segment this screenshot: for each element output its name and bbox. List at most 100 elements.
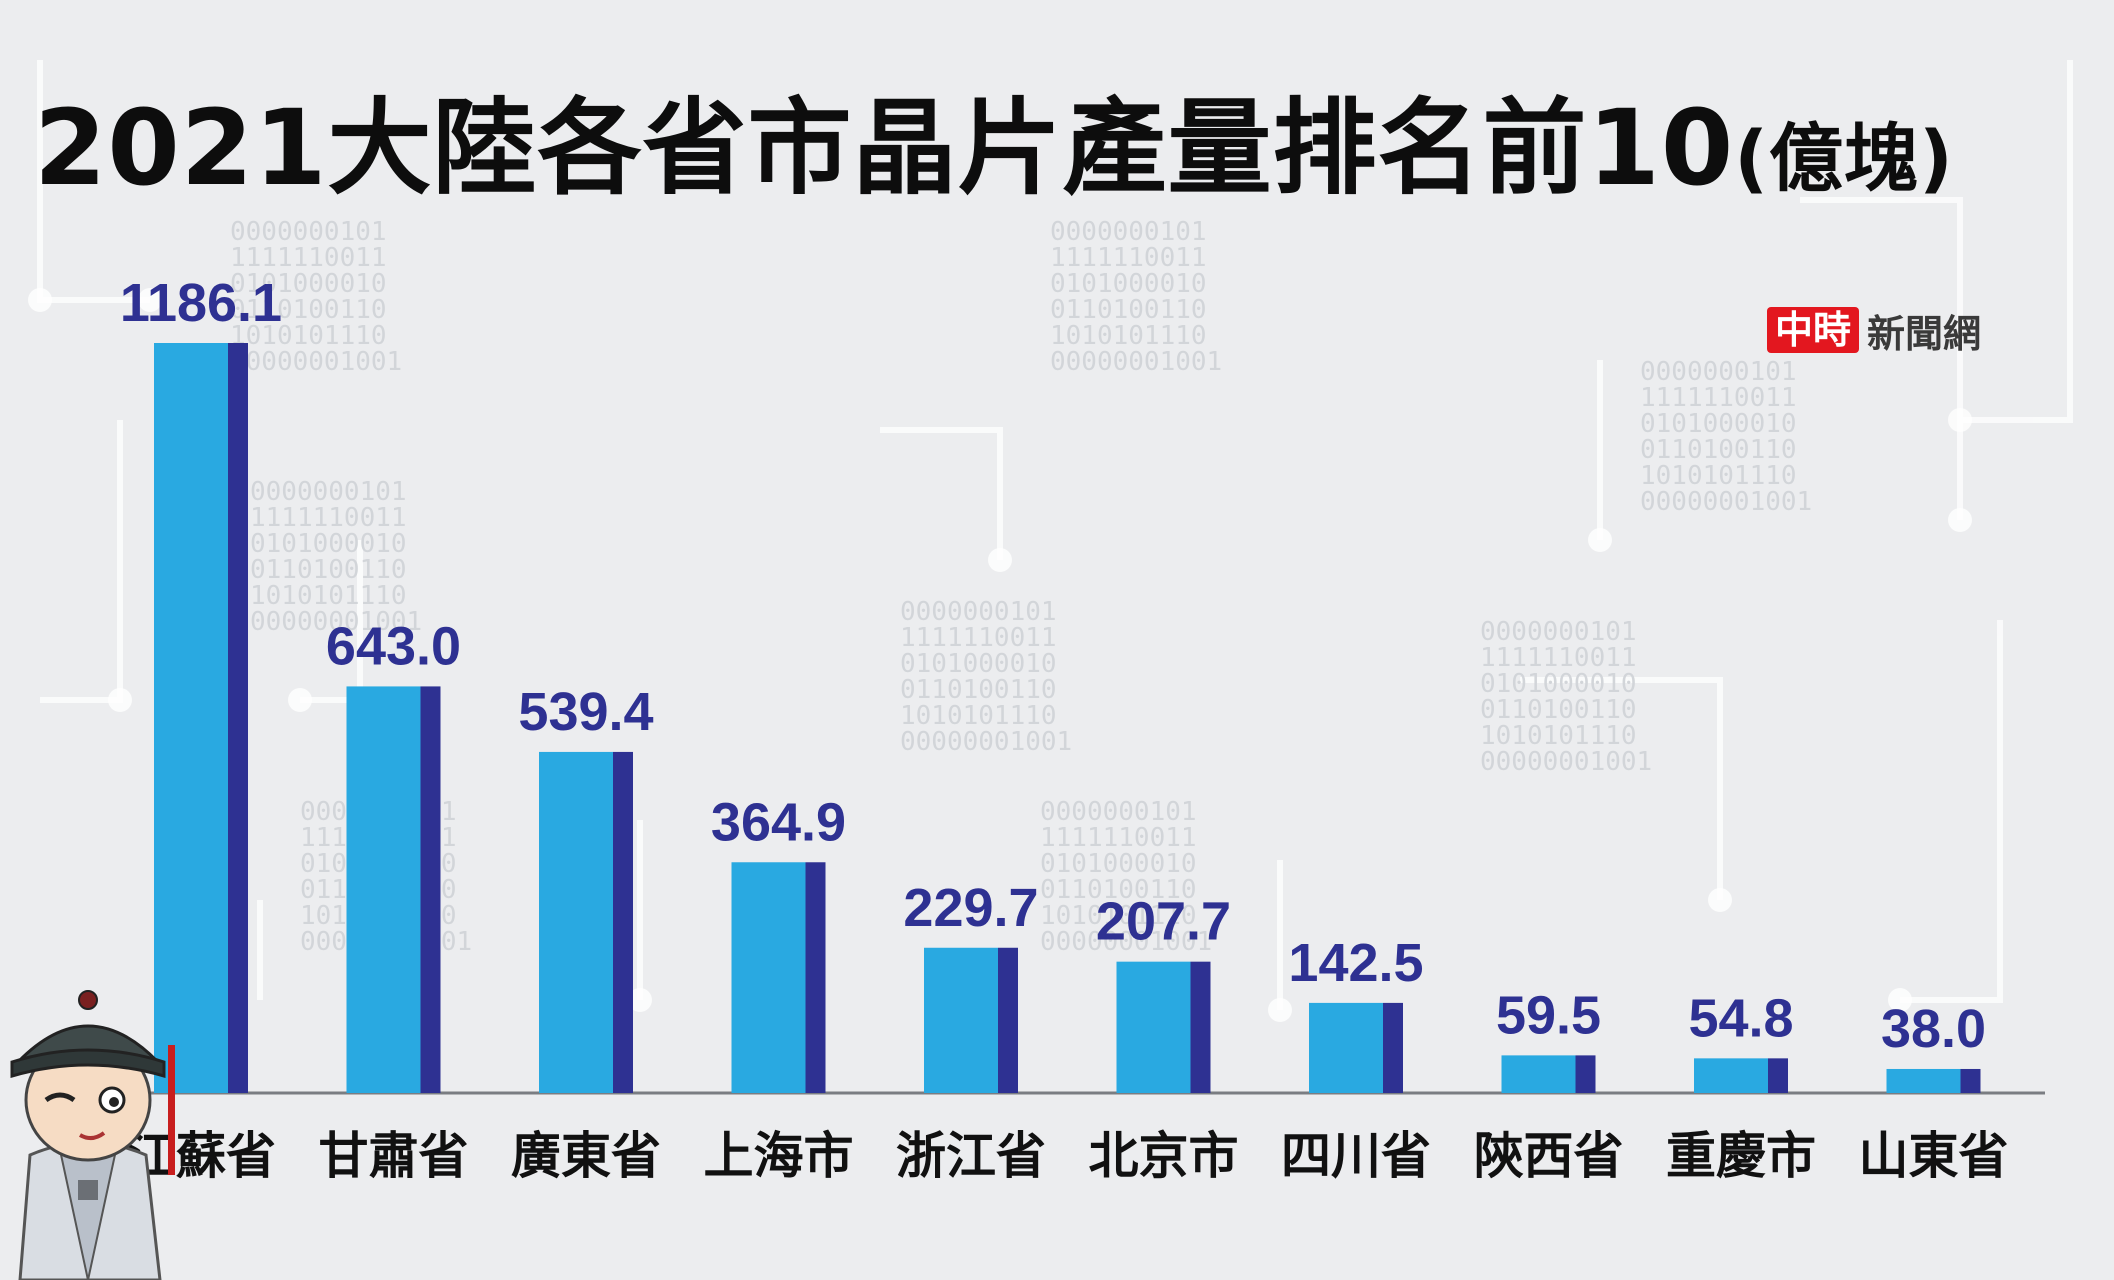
bar-side <box>1575 1055 1596 1093</box>
bar-side <box>1190 961 1211 1093</box>
binary-digits: 0110100110 <box>1640 435 1797 465</box>
value-label: 364.9 <box>711 792 846 852</box>
category-label: 重慶市 <box>1666 1127 1816 1185</box>
circuit-trace <box>880 427 1003 560</box>
value-label: 38.0 <box>1881 999 1986 1059</box>
binary-digits: 0110100110 <box>1480 695 1637 725</box>
circuit-node <box>1888 988 1912 1012</box>
category-label: 山東省 <box>1859 1127 2009 1185</box>
binary-digits: 00000001001 <box>1050 347 1222 377</box>
circuit-node <box>1588 528 1612 552</box>
category-label: 甘肅省 <box>319 1127 469 1185</box>
title-text: 2021大陸各省市晶片產量排名前10 <box>34 87 1735 209</box>
category-label: 廣東省 <box>511 1127 661 1185</box>
circuit-node <box>28 288 52 312</box>
value-label: 539.4 <box>518 682 653 742</box>
circuit-trace <box>1960 60 2073 423</box>
binary-digits: 0000000101 <box>250 477 407 507</box>
bar <box>1116 961 1191 1093</box>
bar <box>154 343 228 1093</box>
cartoon-official-mascot-icon <box>10 990 175 1280</box>
binary-digits: 1111110011 <box>250 503 407 533</box>
bar-side <box>613 751 633 1093</box>
bar-side <box>1383 1002 1403 1093</box>
bar-side <box>1960 1068 1981 1093</box>
value-label: 142.5 <box>1288 933 1423 993</box>
binary-digits: 00000001001 <box>1640 487 1812 517</box>
binary-digits: 1010101110 <box>900 701 1057 731</box>
binary-digits: 0101000010 <box>1640 409 1797 439</box>
value-label: 59.5 <box>1496 985 1601 1045</box>
value-label: 207.7 <box>1096 892 1231 952</box>
logo-text: 新聞網 <box>1867 310 1982 356</box>
binary-digits: 0000000101 <box>1050 217 1207 247</box>
circuit-trace <box>1520 677 1723 900</box>
binary-digits: 1111110011 <box>1040 823 1197 853</box>
logo-badge: 中時 <box>1767 307 1860 353</box>
category-label: 四川省 <box>1281 1127 1431 1185</box>
category-label: 上海市 <box>704 1127 854 1185</box>
binary-digits: 0000000101 <box>900 597 1057 627</box>
circuit-node <box>1268 998 1292 1022</box>
binary-digits: 0110100110 <box>250 555 407 585</box>
bar <box>1886 1068 1961 1093</box>
binary-digits: 0101000010 <box>900 649 1057 679</box>
binary-digits: 1111110011 <box>230 243 387 273</box>
value-label: 54.8 <box>1688 988 1793 1048</box>
binary-digits: 1111110011 <box>1050 243 1207 273</box>
title-unit: (億塊) <box>1734 116 1954 202</box>
binary-digits: 00000001001 <box>900 727 1072 757</box>
bar <box>1501 1055 1576 1093</box>
circuit-node <box>988 548 1012 572</box>
binary-digits: 1010101110 <box>1480 721 1637 751</box>
category-label: 北京市 <box>1089 1127 1239 1185</box>
bar-side <box>998 947 1018 1093</box>
binary-digits: 1010101110 <box>1040 901 1197 931</box>
china-times-logo: 中時 新聞網 <box>1767 302 1981 358</box>
binary-digits: 00000001001 <box>1040 927 1212 957</box>
bar-side <box>1768 1058 1788 1093</box>
binary-digits: 1111110011 <box>1640 383 1797 413</box>
bar-side <box>228 343 248 1093</box>
circuit-node <box>1948 408 1972 432</box>
binary-digits: 0110100110 <box>900 675 1057 705</box>
category-label: 浙江省 <box>896 1127 1046 1185</box>
circuit-node <box>1948 508 1972 532</box>
bar <box>1309 1002 1383 1093</box>
binary-digits: 0110100110 <box>1040 875 1197 905</box>
binary-digits: 0101000010 <box>1050 269 1207 299</box>
binary-digits: 0000000101 <box>1640 357 1797 387</box>
bar-side <box>805 862 826 1093</box>
binary-digits: 0101000010 <box>250 529 407 559</box>
value-label: 1186.1 <box>120 273 282 333</box>
binary-digits: 00000001001 <box>1480 747 1652 777</box>
circuit-node <box>138 288 162 312</box>
binary-digits: 0101000010 <box>230 269 387 299</box>
chart-title: 2021大陸各省市晶片產量排名前10(億塊) <box>34 88 2094 219</box>
bar <box>1694 1058 1768 1093</box>
circuit-node <box>288 688 312 712</box>
binary-digits: 0110100110 <box>1050 295 1207 325</box>
binary-digits: 1111110011 <box>900 623 1057 653</box>
binary-digits: 0000000101 <box>230 217 387 247</box>
binary-digits: 00000001001 <box>230 347 402 377</box>
binary-digits: 1010101110 <box>1640 461 1797 491</box>
category-label: 江蘇省 <box>126 1127 276 1185</box>
circuit-trace <box>1900 620 2003 1003</box>
value-label: 229.7 <box>903 878 1038 938</box>
bar <box>346 686 421 1093</box>
circuit-node <box>1708 888 1732 912</box>
binary-digits: 1010101110 <box>250 581 407 611</box>
binary-digits: 0101000010 <box>1480 669 1637 699</box>
bar <box>539 751 613 1093</box>
binary-digits: 0110100110 <box>230 295 387 325</box>
bar <box>924 947 998 1093</box>
category-label: 陝西省 <box>1474 1127 1624 1185</box>
circuit-node <box>628 988 652 1012</box>
binary-digits: 1010101110 <box>1050 321 1207 351</box>
binary-digits: 1010101110 <box>230 321 387 351</box>
binary-digits: 00000001001 <box>250 607 422 637</box>
binary-digits: 1111110011 <box>1480 643 1637 673</box>
bar <box>731 862 806 1093</box>
